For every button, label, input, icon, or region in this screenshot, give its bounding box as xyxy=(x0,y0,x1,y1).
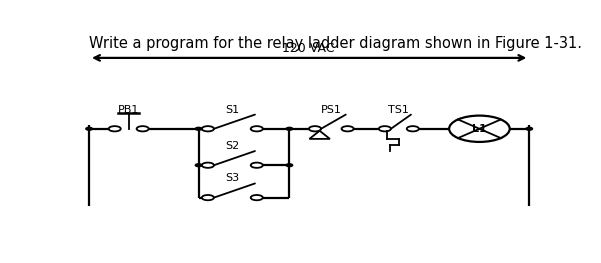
Text: S3: S3 xyxy=(225,173,239,184)
Text: PS1: PS1 xyxy=(321,105,342,115)
Circle shape xyxy=(286,164,293,167)
Text: TS1: TS1 xyxy=(388,105,409,115)
Circle shape xyxy=(86,127,93,130)
Text: L1: L1 xyxy=(472,124,487,134)
Text: S1: S1 xyxy=(225,105,239,115)
Text: S2: S2 xyxy=(225,141,239,151)
Text: PB1: PB1 xyxy=(118,105,139,115)
Circle shape xyxy=(195,164,202,167)
Text: Write a program for the relay ladder diagram shown in Figure 1-31.: Write a program for the relay ladder dia… xyxy=(89,36,582,50)
Circle shape xyxy=(286,127,293,130)
Text: 120 VAC: 120 VAC xyxy=(282,42,334,55)
Circle shape xyxy=(526,127,532,130)
Circle shape xyxy=(195,127,202,130)
